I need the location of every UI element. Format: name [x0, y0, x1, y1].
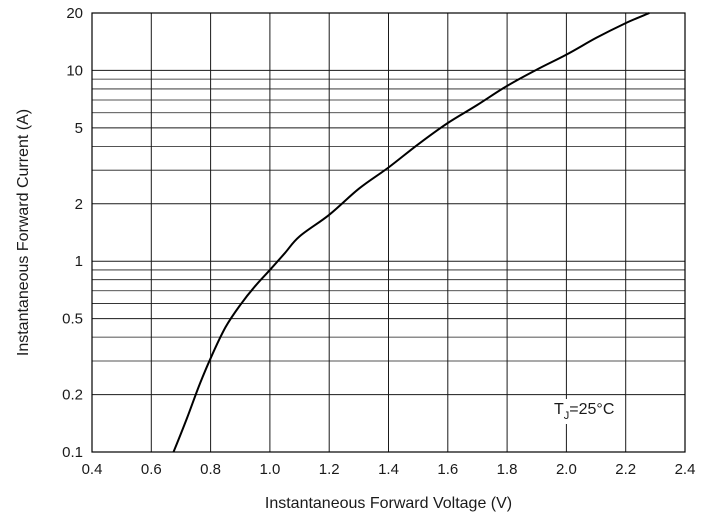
y-tick-label: 20 — [66, 5, 83, 22]
y-axis-label: Instantaneous Forward Current (A) — [15, 109, 32, 356]
x-tick-label: 1.4 — [378, 461, 399, 478]
x-tick-label: 0.6 — [141, 461, 162, 478]
y-tick-label: 2 — [75, 196, 83, 213]
temperature-annotation: TJ=25°C — [550, 399, 619, 424]
annotation-text: TJ=25°C — [554, 401, 614, 422]
y-tick-label: 0.2 — [62, 387, 83, 404]
curve-layer — [172, 12, 650, 453]
x-tick-label: 1.0 — [259, 461, 280, 478]
x-tick-label: 1.2 — [319, 461, 340, 478]
plot-frame — [91, 12, 686, 453]
annotation-subscript: J — [564, 410, 570, 422]
x-tick-label: 0.8 — [200, 461, 221, 478]
y-tick-label: 1 — [75, 253, 83, 270]
x-tick-label: 0.4 — [82, 461, 103, 478]
annotation-rest: =25°C — [569, 401, 614, 418]
y-tick-labels: 0.1 0.2 0.5 1 2 5 10 20 — [62, 5, 83, 461]
y-tick-label: 0.1 — [62, 444, 83, 461]
series-line — [172, 12, 650, 453]
x-tick-label: 1.8 — [497, 461, 518, 478]
y-tick-label: 5 — [75, 120, 83, 137]
x-tick-label: 2.2 — [615, 461, 636, 478]
x-tick-labels: 0.4 0.6 0.8 1.0 1.2 1.4 1.6 1.8 2.0 2.2 2.4 — [82, 461, 696, 478]
y-tick-label: 0.5 — [62, 311, 83, 328]
y-tick-label: 10 — [66, 62, 83, 79]
x-tick-label: 2.4 — [675, 461, 696, 478]
x-tick-label: 2.0 — [556, 461, 577, 478]
annotation-main: T — [554, 401, 564, 418]
annotation-background — [550, 399, 619, 424]
x-tick-label: 1.6 — [437, 461, 458, 478]
x-axis-label: Instantaneous Forward Voltage (V) — [265, 495, 512, 512]
